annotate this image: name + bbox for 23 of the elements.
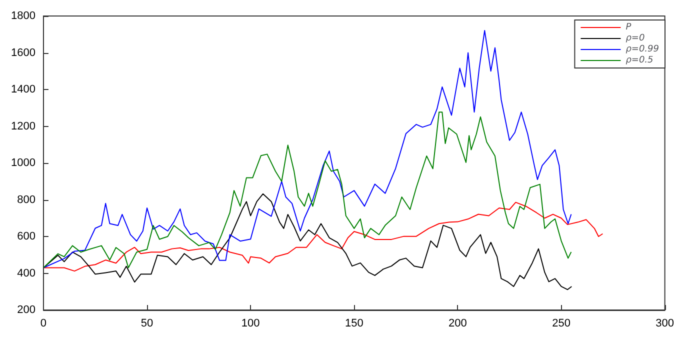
x-tick-label: 300 — [656, 318, 674, 330]
x-tick-label: 200 — [448, 318, 467, 330]
y-tick-label: 400 — [17, 267, 36, 280]
line-series — [42, 112, 572, 268]
x-tick-label: 0 — [40, 318, 47, 330]
y-tick-label: 600 — [17, 230, 36, 242]
legend-label: ρ=0 — [626, 34, 645, 44]
x-tick-label: 50 — [140, 318, 154, 330]
y-tick-label: 1200 — [10, 120, 36, 132]
y-tick-label: 1800 — [10, 10, 36, 22]
x-tick-label: 150 — [344, 318, 364, 330]
line-series — [42, 202, 604, 272]
y-tick-label: 200 — [17, 304, 36, 316]
x-tick-label: 100 — [241, 318, 260, 330]
x-tick-label: 250 — [552, 318, 570, 330]
y-tick-label: 800 — [17, 194, 36, 206]
y-tick-label: 1600 — [10, 46, 36, 59]
line-series — [42, 30, 572, 268]
legend-label: P — [626, 22, 632, 32]
y-tick-label: 1400 — [10, 84, 36, 96]
legend-label: ρ=0.99 — [626, 44, 660, 54]
y-tick-label: 1000 — [10, 157, 36, 169]
legend-label: ρ=0.5 — [626, 56, 654, 66]
